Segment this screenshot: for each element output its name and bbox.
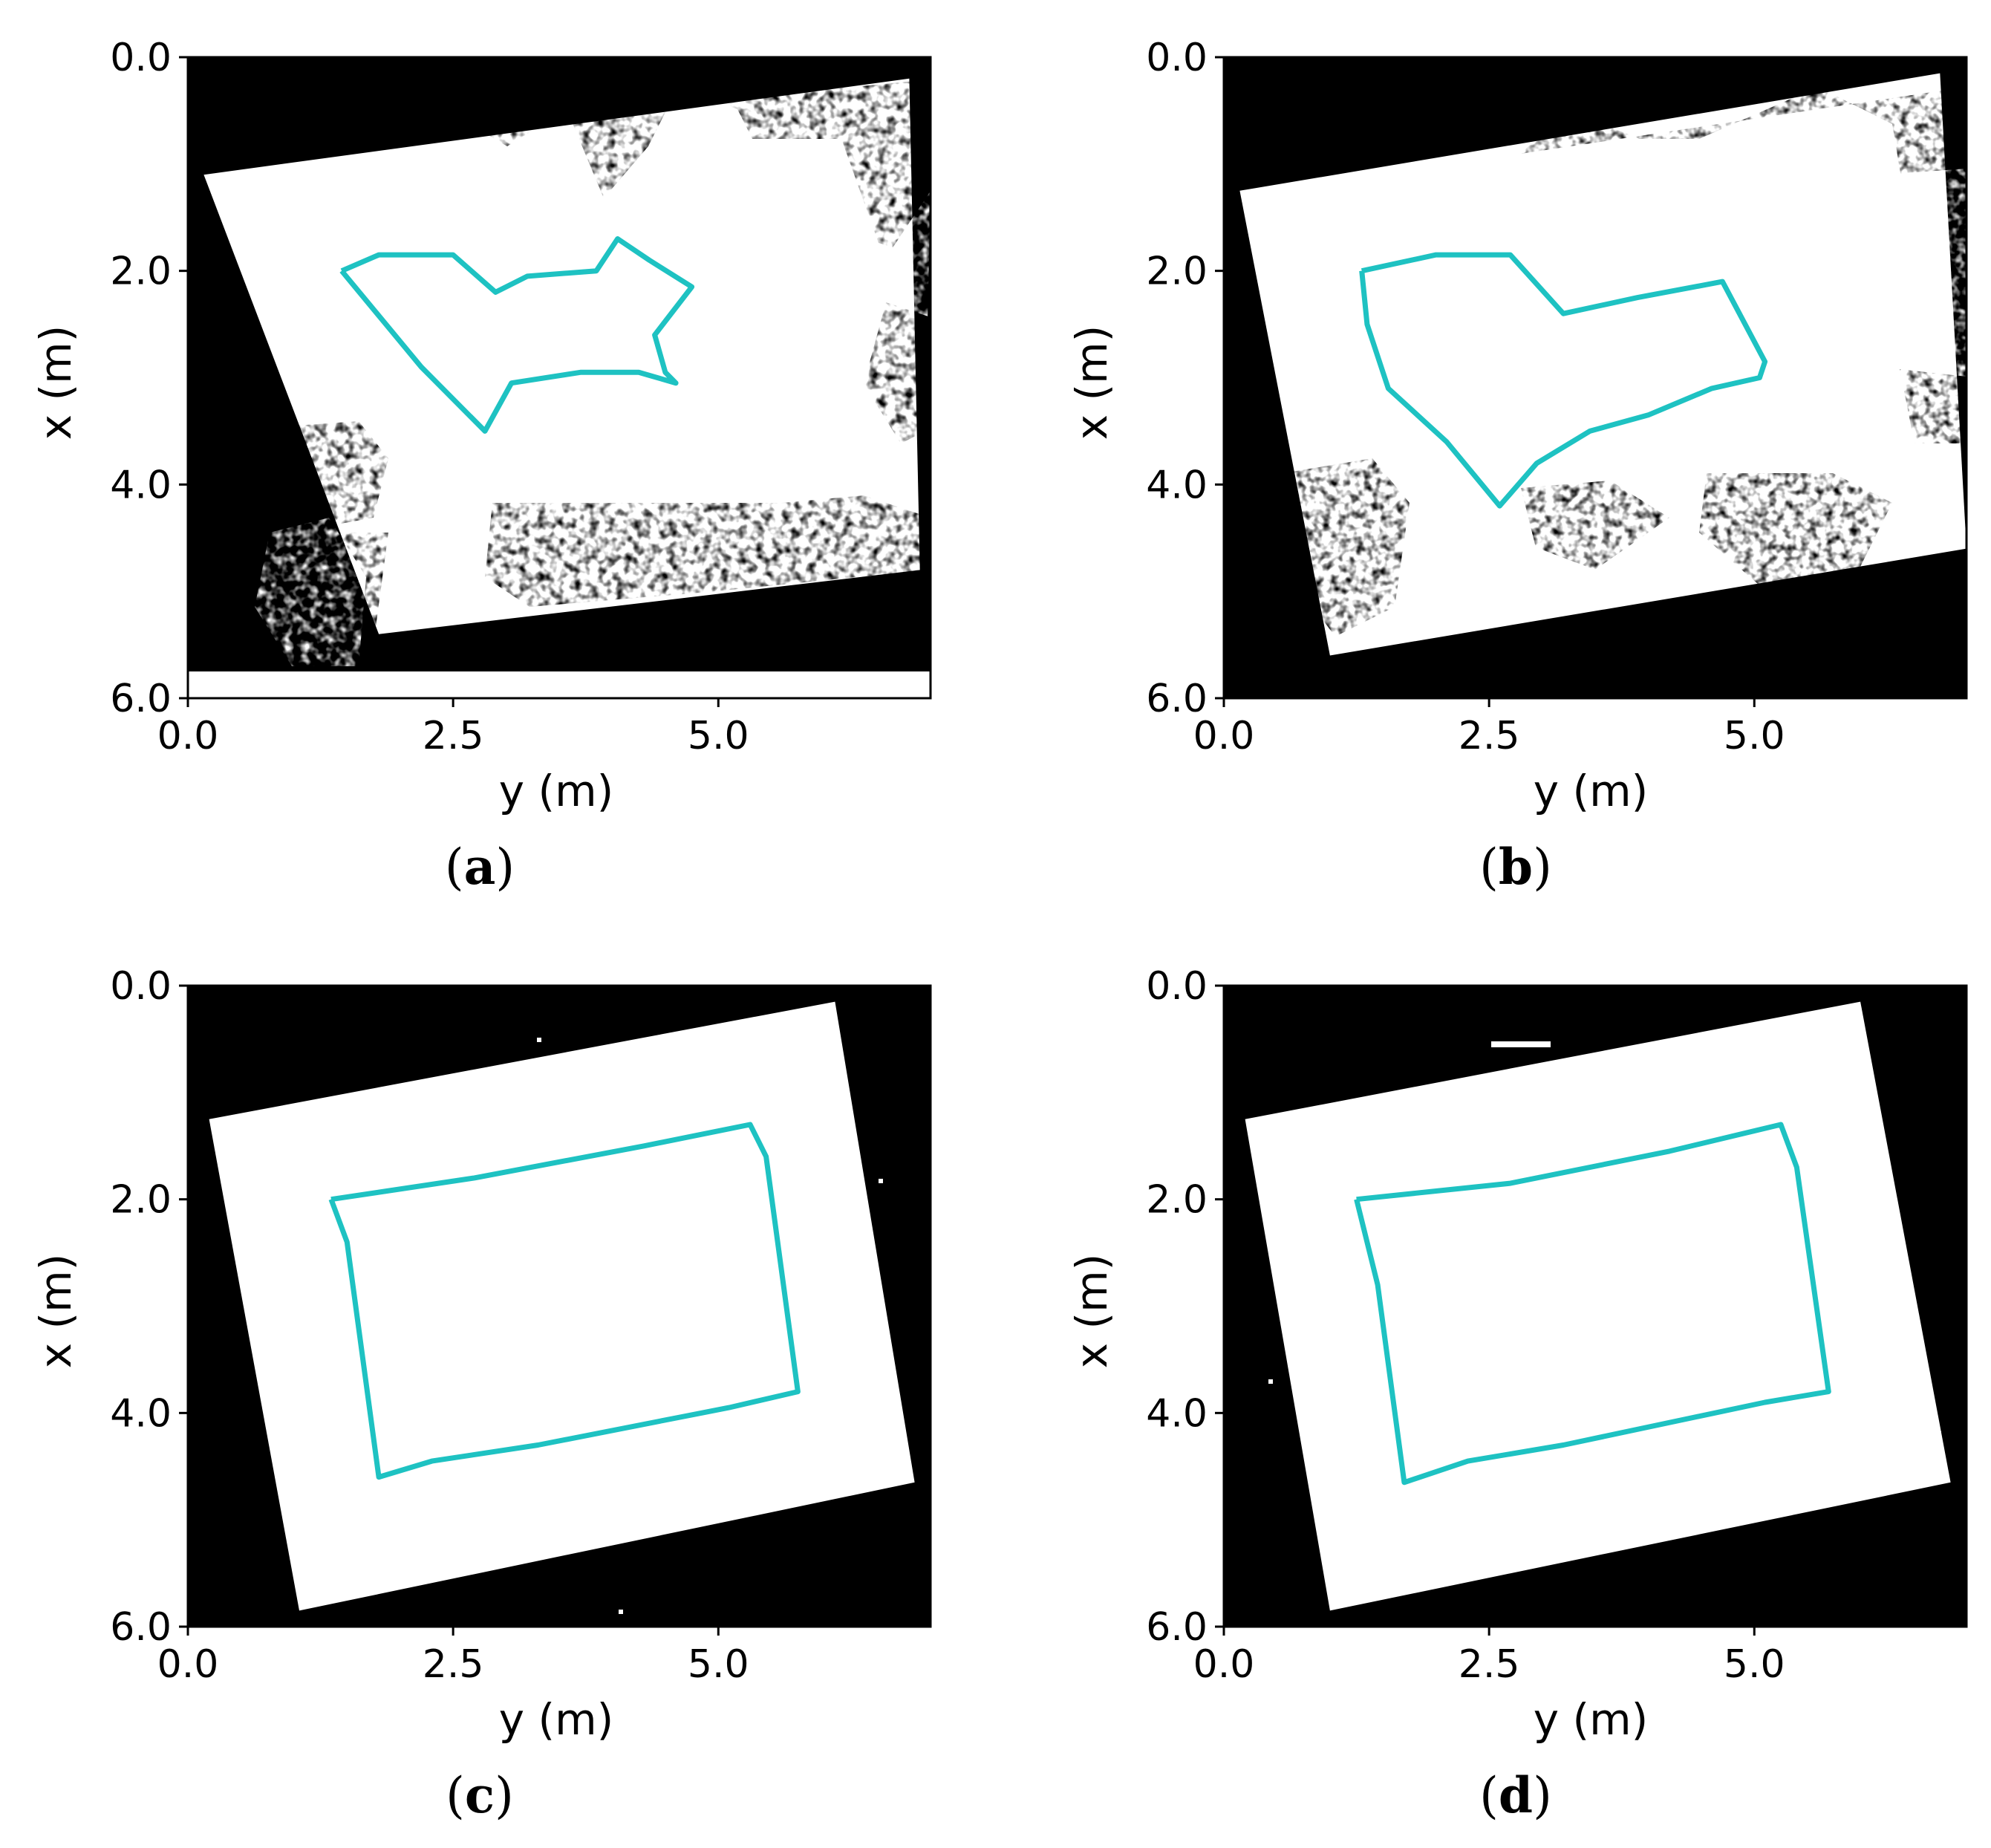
y-tick-label: 0.0 <box>110 36 172 80</box>
y-tick-label: 6.0 <box>110 1605 172 1650</box>
y-tick-label: 4.0 <box>1146 463 1208 507</box>
caption-letter: a <box>464 838 496 896</box>
y-axis-label: x (m) <box>1066 325 1117 440</box>
y-tick-label: 6.0 <box>110 677 172 721</box>
x-axis-label: y (m) <box>1534 766 1649 816</box>
x-tick-label: 0.0 <box>157 1642 219 1687</box>
robot-trajectory <box>1354 1122 1831 1486</box>
y-tick-label: 4.0 <box>110 463 172 507</box>
y-tick-label: 4.0 <box>110 1391 172 1436</box>
robot-trajectory <box>1359 252 1768 509</box>
panel-caption: (d) <box>1479 1766 1552 1824</box>
axes-frame <box>186 56 932 700</box>
unmapped-strip <box>188 671 931 698</box>
y-axis-label: x (m) <box>30 1254 81 1369</box>
x-axis-label: y (m) <box>499 1694 614 1745</box>
y-tick-label: 0.0 <box>1146 964 1208 1009</box>
axes-frame <box>1222 984 1968 1628</box>
panel-d: 0.0 2.5 5.0 0.0 2.0 4.0 6.0 y (m) x (m) (d) <box>1066 964 1968 1824</box>
axes-frame <box>186 984 932 1628</box>
x-tick-label: 2.5 <box>423 1642 484 1687</box>
y-tick-label: 6.0 <box>1146 677 1208 721</box>
x-axis-label: y (m) <box>1534 1694 1649 1745</box>
x-tick-label: 2.5 <box>1459 714 1520 758</box>
panel-caption: (c) <box>446 1766 514 1824</box>
y-tick-label: 0.0 <box>1146 36 1208 80</box>
x-tick-label: 5.0 <box>688 1642 749 1687</box>
panel-c: 0.0 2.5 5.0 0.0 2.0 4.0 6.0 y (m) x (m) (c) <box>30 964 932 1824</box>
x-tick-label: 5.0 <box>1724 714 1785 758</box>
caption-letter: b <box>1499 838 1533 896</box>
y-axis-label: x (m) <box>1066 1254 1117 1369</box>
y-tick-label: 2.0 <box>1146 1178 1208 1223</box>
x-tick-label: 0.0 <box>1193 1642 1255 1687</box>
x-tick-label: 5.0 <box>688 714 749 758</box>
x-tick-label: 5.0 <box>1724 1642 1785 1687</box>
panel-b: 0.0 2.5 5.0 0.0 2.0 4.0 6.0 y (m) x (m) (b) <box>1066 36 1968 896</box>
obstacle-speckle <box>1283 87 1966 637</box>
edge-specks <box>1261 1038 1941 1807</box>
y-tick-label: 6.0 <box>1146 1605 1208 1650</box>
edge-specks <box>240 1038 883 1807</box>
y-tick-label: 4.0 <box>1146 1391 1208 1436</box>
free-space-region <box>203 78 920 634</box>
y-axis-label: x (m) <box>30 325 81 440</box>
x-axis-label: y (m) <box>499 766 614 816</box>
panel-caption: (a) <box>445 838 515 896</box>
y-tick-label: 2.0 <box>1146 250 1208 294</box>
panel-caption: (b) <box>1479 838 1552 896</box>
free-space-region <box>1245 1001 1951 1611</box>
panel-a: 0.0 2.5 5.0 0.0 2.0 4.0 6.0 y (m) x (m) (a) <box>30 36 932 896</box>
free-space-region <box>209 1001 915 1611</box>
robot-trajectory <box>328 1122 801 1480</box>
axes-frame <box>1222 56 1968 700</box>
caption-letter: d <box>1499 1766 1533 1824</box>
x-tick-label: 0.0 <box>157 714 219 758</box>
x-tick-label: 2.5 <box>1459 1642 1520 1687</box>
robot-trajectory <box>339 236 695 434</box>
caption-letter: c <box>465 1766 495 1824</box>
y-tick-label: 0.0 <box>110 964 172 1009</box>
x-tick-label: 2.5 <box>423 714 484 758</box>
x-tick-label: 0.0 <box>1193 714 1255 758</box>
y-tick-label: 2.0 <box>110 1178 172 1223</box>
y-tick-label: 2.0 <box>110 250 172 294</box>
obstacle-speckle <box>232 79 931 666</box>
